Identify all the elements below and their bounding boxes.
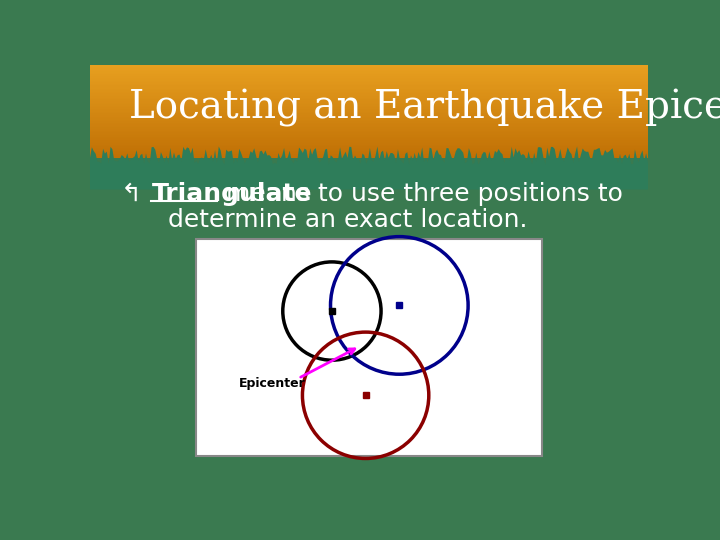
Text: Locating an Earthquake Epicenter: Locating an Earthquake Epicenter <box>129 90 720 127</box>
Bar <box>90 99 648 102</box>
Bar <box>90 96 648 99</box>
Bar <box>90 78 648 80</box>
Bar <box>90 109 648 112</box>
Polygon shape <box>90 146 648 190</box>
Bar <box>90 124 648 127</box>
Bar <box>90 120 648 123</box>
Bar <box>90 131 648 133</box>
Bar <box>90 115 648 118</box>
Bar <box>90 129 648 132</box>
Bar <box>90 93 648 96</box>
Bar <box>90 126 648 129</box>
Bar <box>90 106 648 109</box>
Bar <box>90 70 648 72</box>
Bar <box>90 123 648 126</box>
Bar <box>90 64 648 66</box>
Bar <box>90 150 648 152</box>
Bar <box>90 112 648 114</box>
Bar <box>90 73 648 76</box>
Bar <box>90 146 648 149</box>
Bar <box>90 65 648 68</box>
Bar <box>90 140 648 143</box>
Bar <box>90 79 648 82</box>
Bar <box>90 113 648 116</box>
Bar <box>90 132 648 135</box>
Bar <box>90 145 648 147</box>
Bar <box>90 154 648 157</box>
Bar <box>90 92 648 94</box>
Bar <box>90 94 648 98</box>
Bar <box>90 141 648 144</box>
Bar <box>90 117 648 119</box>
Bar <box>90 71 648 74</box>
Bar <box>90 122 648 124</box>
Bar <box>90 134 648 137</box>
Bar <box>90 101 648 104</box>
Bar <box>90 136 648 138</box>
Text: means to use three positions to: means to use three positions to <box>218 181 624 206</box>
Bar <box>90 89 648 91</box>
Bar <box>90 143 648 146</box>
Bar <box>90 118 648 121</box>
Bar <box>90 90 648 93</box>
Text: Epicenter: Epicenter <box>239 377 306 390</box>
Bar <box>90 85 648 88</box>
Text: determine an exact location.: determine an exact location. <box>168 208 528 232</box>
Text: ↰: ↰ <box>121 181 142 206</box>
Bar <box>90 98 648 100</box>
Bar <box>90 127 648 130</box>
Bar <box>90 107 648 110</box>
Bar <box>90 76 648 79</box>
Text: Triangulate: Triangulate <box>151 181 312 206</box>
Bar <box>90 84 648 86</box>
Bar <box>90 104 648 107</box>
Bar <box>90 103 648 105</box>
Bar <box>90 66 648 70</box>
Bar <box>90 110 648 113</box>
Bar <box>90 152 648 155</box>
Bar <box>90 87 648 90</box>
Bar <box>196 239 542 456</box>
Bar <box>90 75 648 77</box>
Bar <box>90 68 648 71</box>
Bar <box>90 138 648 141</box>
Bar <box>90 156 648 158</box>
Bar <box>90 151 648 154</box>
Bar <box>90 148 648 151</box>
Bar <box>90 82 648 85</box>
Bar <box>90 80 648 84</box>
Bar <box>90 137 648 140</box>
